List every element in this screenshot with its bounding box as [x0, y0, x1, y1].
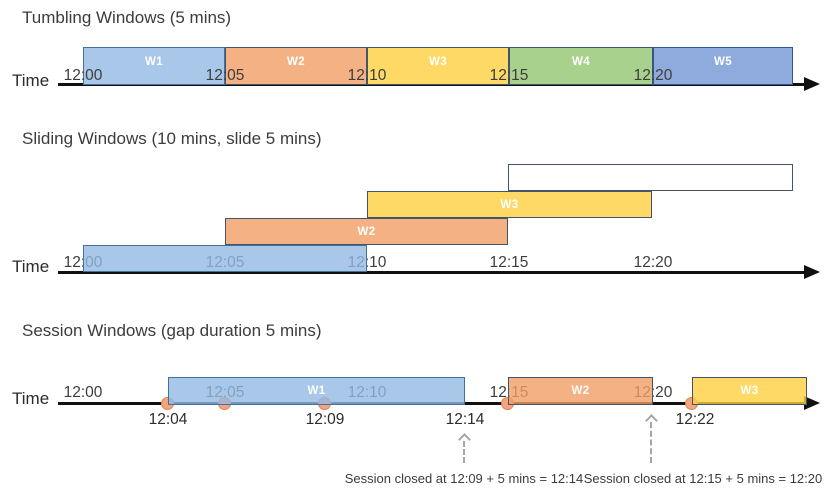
tumbling-section-title: Tumbling Windows (5 mins): [22, 8, 232, 27]
tick-label: 12:00: [63, 67, 103, 84]
session-section-title: Session Windows (gap duration 5 mins): [22, 321, 322, 340]
window-label: W2: [286, 56, 306, 68]
window-box: W4: [509, 47, 653, 85]
time-axis-label: Time: [12, 257, 50, 276]
window-box: W5: [653, 47, 793, 85]
tick-label: 12:20: [633, 254, 673, 271]
window-label: W1: [307, 385, 326, 397]
event-time-label: 12:04: [148, 411, 188, 428]
tick-label: 12:15: [489, 67, 529, 84]
window-box: W2: [508, 377, 653, 405]
session-close-annotation: Session closed at 12:09 + 5 mins = 12:14: [344, 471, 584, 486]
window-box: W3: [367, 47, 509, 85]
axis-arrowhead-icon: [804, 396, 820, 410]
session-close-annotation: Session closed at 12:15 + 5 mins = 12:20: [583, 471, 823, 486]
window-label: W4: [641, 171, 660, 184]
session-close-arrow-line: [650, 422, 652, 463]
session-close-arrow-line: [463, 441, 465, 463]
window-label: W2: [571, 385, 590, 397]
window-label: W3: [428, 56, 448, 68]
tick-label: 12:15: [489, 254, 529, 271]
window-box: W3: [367, 191, 652, 218]
window-box: W4: [508, 164, 793, 191]
window-label: W2: [357, 225, 376, 238]
window-label: W3: [740, 385, 759, 397]
axis-arrowhead-icon: [804, 77, 820, 91]
sliding-section-title: Sliding Windows (10 mins, slide 5 mins): [22, 129, 322, 148]
window-box: W1: [168, 377, 465, 405]
tick-label: 12:05: [205, 67, 245, 84]
window-label: W5: [713, 56, 733, 68]
window-label: W1: [144, 56, 164, 68]
time-axis-label: Time: [12, 71, 50, 90]
tick-label: 12:00: [63, 384, 103, 401]
window-box: W2: [225, 47, 367, 85]
axis-arrowhead-icon: [804, 265, 820, 279]
event-time-label: 12:09: [305, 411, 345, 428]
event-time-label: 12:14: [445, 411, 485, 428]
time-axis-label: Time: [12, 389, 50, 408]
timeline-axis: [58, 271, 808, 274]
tick-label: 12:10: [347, 67, 387, 84]
tick-label: 12:20: [633, 67, 673, 84]
window-label: W3: [500, 198, 519, 211]
window-box: W1: [83, 47, 225, 85]
window-box: [83, 245, 367, 272]
event-time-label: 12:22: [675, 411, 715, 428]
window-box: W2: [225, 218, 508, 245]
window-label: W4: [571, 56, 591, 68]
window-box: W3: [692, 377, 807, 405]
